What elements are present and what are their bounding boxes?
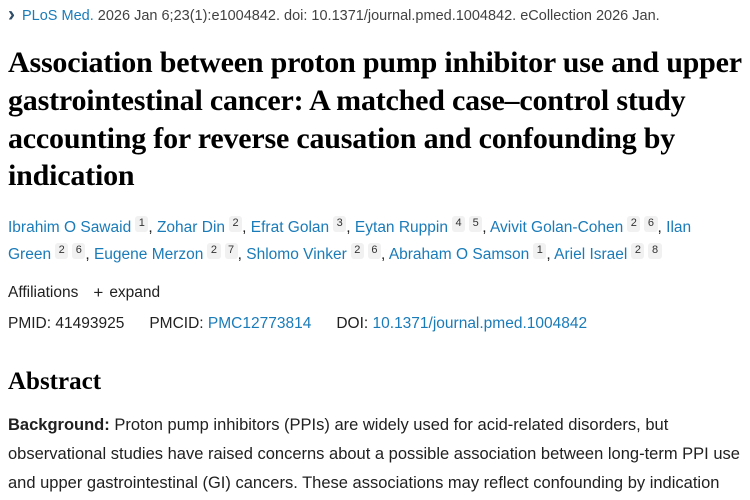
pmid-group: PMID: 41493925 bbox=[8, 315, 124, 333]
abstract-heading: Abstract bbox=[8, 367, 102, 395]
chevron-right-icon[interactable]: › bbox=[8, 3, 15, 26]
background-label: Background: bbox=[8, 415, 110, 434]
author-affiliation-superscript[interactable]: 2 bbox=[207, 242, 221, 259]
author-affiliation-superscript[interactable]: 3 bbox=[333, 216, 347, 233]
author-affiliation-superscript[interactable]: 2 bbox=[627, 216, 641, 233]
author-separator: , bbox=[148, 219, 157, 237]
author-affiliation-superscript[interactable]: 6 bbox=[72, 242, 86, 259]
author-link[interactable]: Zohar Din bbox=[156, 219, 226, 237]
author-separator: , bbox=[546, 245, 555, 263]
doi-label: DOI: bbox=[336, 314, 369, 332]
author-separator: , bbox=[85, 245, 94, 263]
author-affiliation-superscript[interactable]: 2 bbox=[631, 242, 645, 259]
citation-text: 2026 Jan 6;23(1):e1004842. doi: 10.1371/… bbox=[97, 8, 660, 24]
expand-label: expand bbox=[109, 283, 161, 301]
author-affiliation-superscript[interactable]: 1 bbox=[135, 216, 149, 233]
doi-link[interactable]: 10.1371/journal.pmed.1004842 bbox=[372, 314, 588, 332]
pmcid-link[interactable]: PMC12773814 bbox=[207, 314, 312, 332]
author-affiliation-superscript[interactable]: 2 bbox=[55, 242, 69, 259]
doi-group: DOI: 10.1371/journal.pmed.1004842 bbox=[336, 315, 587, 333]
author-separator: , bbox=[346, 219, 355, 237]
background-text: Proton pump inhibitors (PPIs) are widely… bbox=[8, 415, 740, 492]
pmid-label: PMID: bbox=[8, 314, 52, 332]
affiliations-row: Affiliations + expand bbox=[8, 284, 742, 302]
author-affiliation-superscript[interactable]: 6 bbox=[644, 216, 658, 233]
journal-citation-bar: › PLoS Med. 2026 Jan 6;23(1):e1004842. d… bbox=[8, 3, 742, 26]
author-link[interactable]: Eytan Ruppin bbox=[354, 219, 448, 237]
journal-link[interactable]: PLoS Med. bbox=[22, 8, 94, 24]
pmid-value: 41493925 bbox=[55, 314, 125, 332]
author-affiliation-superscript[interactable]: 6 bbox=[367, 242, 382, 259]
author-link[interactable]: Shlomo Vinker bbox=[246, 245, 347, 263]
author-affiliation-superscript[interactable]: 2 bbox=[229, 216, 243, 233]
author-affiliation-superscript[interactable]: 1 bbox=[533, 242, 547, 259]
plus-icon: + bbox=[93, 283, 104, 302]
author-link[interactable]: Efrat Golan bbox=[250, 219, 330, 237]
abstract-background-paragraph: Background: Proton pump inhibitors (PPIs… bbox=[8, 411, 742, 500]
identifiers-row: PMID: 41493925 PMCID: PMC12773814 DOI: 1… bbox=[8, 315, 742, 333]
pmcid-group: PMCID: PMC12773814 bbox=[149, 315, 311, 333]
author-affiliation-superscript[interactable]: 7 bbox=[224, 242, 238, 259]
author-affiliation-superscript[interactable]: 4 bbox=[451, 216, 466, 233]
author-link[interactable]: Ibrahim O Sawaid bbox=[8, 219, 132, 237]
author-separator: , bbox=[657, 219, 667, 237]
author-link[interactable]: Ilan Green bbox=[8, 219, 692, 263]
pmcid-label: PMCID: bbox=[149, 314, 204, 332]
author-affiliation-superscript[interactable]: 8 bbox=[648, 242, 662, 259]
author-separator: , bbox=[482, 219, 490, 237]
authors-list: Ibrahim O Sawaid 1, Zohar Din 2, Efrat Gol… bbox=[8, 215, 732, 268]
article-title: Association between proton pump inhibito… bbox=[8, 46, 742, 193]
author-link[interactable]: Ariel Israel bbox=[554, 245, 628, 263]
author-separator: , bbox=[242, 219, 251, 237]
author-separator: , bbox=[381, 245, 389, 263]
affiliations-label: Affiliations bbox=[8, 283, 79, 301]
author-affiliation-superscript[interactable]: 5 bbox=[469, 216, 483, 233]
author-link[interactable]: Eugene Merzon bbox=[93, 245, 204, 263]
author-separator: , bbox=[237, 245, 247, 263]
author-affiliation-superscript[interactable]: 2 bbox=[350, 242, 364, 259]
author-link[interactable]: Abraham O Samson bbox=[388, 245, 530, 263]
affiliations-expand-button[interactable]: + expand bbox=[93, 284, 160, 302]
author-link[interactable]: Avivit Golan-Cohen bbox=[490, 219, 624, 237]
